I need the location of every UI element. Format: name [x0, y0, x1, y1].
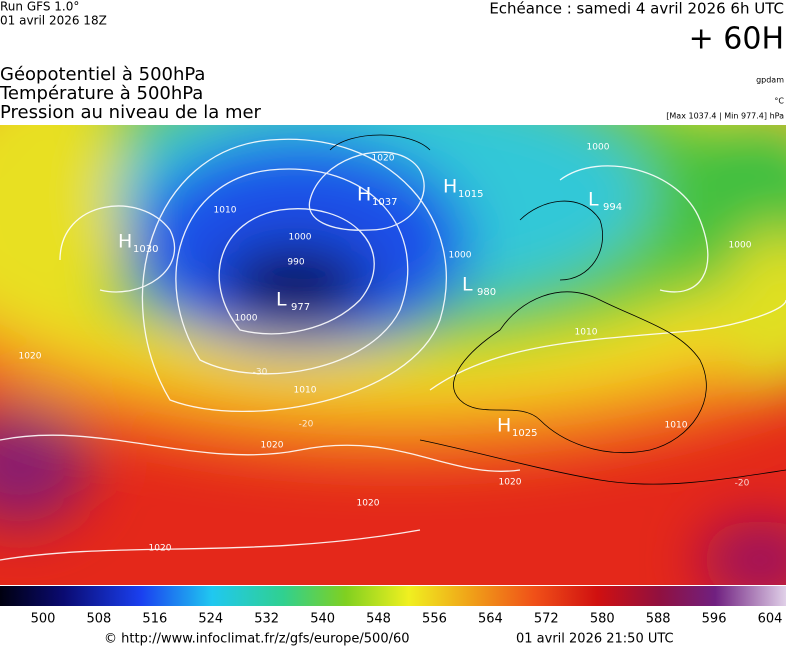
valid-time: Echéance : samedi 4 avril 2026 6h UTC: [489, 0, 784, 18]
unit-label: gpdam: [756, 76, 784, 85]
title: Pression au niveau de la mer: [0, 102, 262, 123]
colorbar-tick-label: 596: [702, 612, 727, 627]
unit-label: [Max 1037.4 | Min 977.4] hPa: [666, 112, 784, 121]
run-date: 01 avril 2026 18Z: [0, 14, 107, 28]
source-url: © http://www.infoclimat.fr/z/gfs/europe/…: [104, 632, 410, 647]
pressure-center-letter: H: [443, 176, 457, 198]
isobar-label: 1010: [575, 328, 598, 338]
pressure-center-value: 1015: [458, 189, 483, 200]
timestamp: 01 avril 2026 21:50 UTC: [516, 632, 674, 647]
isobar-label: 1020: [357, 499, 380, 509]
colorbar-tick-label: 532: [254, 612, 279, 627]
isobar-label: 1020: [372, 154, 395, 164]
colorbar: [0, 586, 786, 606]
title: Température à 500hPa: [0, 83, 203, 104]
title: Géopotentiel à 500hPa: [0, 64, 205, 85]
isobar-label: 1020: [499, 478, 522, 488]
map-field: [0, 125, 786, 585]
pressure-center-value: 1025: [512, 428, 537, 439]
pressure-center-letter: L: [462, 274, 473, 296]
isobar-label: 1010: [665, 421, 688, 431]
pressure-center-letter: L: [588, 189, 599, 211]
temperature-label: -20: [299, 420, 314, 430]
colorbar-tick-label: 548: [366, 612, 391, 627]
pressure-center-letter: L: [276, 289, 287, 311]
pressure-center-letter: H: [118, 231, 132, 253]
unit-label: °C: [774, 97, 784, 106]
isobar-label: 1000: [289, 233, 312, 243]
colorbar-tick-label: 524: [198, 612, 223, 627]
isobar-label: 1020: [19, 352, 42, 362]
isobar-label: 1000: [449, 251, 472, 261]
colorbar-tick-label: 556: [422, 612, 447, 627]
pressure-center-value: 1037: [372, 197, 397, 208]
isobar-label: 1010: [214, 206, 237, 216]
temperature-label: -20: [735, 479, 750, 489]
pressure-center-value: 980: [477, 287, 496, 298]
colorbar-tick-label: 508: [87, 612, 112, 627]
isobar-label: 1020: [261, 441, 284, 451]
pressure-center-letter: H: [357, 184, 371, 206]
isobar-label: 1000: [729, 241, 752, 251]
isobar-label: 1010: [294, 386, 317, 396]
colorbar-tick-label: 564: [478, 612, 503, 627]
colorbar-tick-label: 588: [646, 612, 671, 627]
colorbar-tick-label: 572: [534, 612, 559, 627]
temperature-label: -30: [253, 368, 268, 378]
colorbar-tick-label: 500: [31, 612, 56, 627]
isobar-label: 1000: [235, 314, 258, 324]
pressure-center-letter: H: [497, 415, 511, 437]
run-label: Run GFS 1.0°: [0, 0, 79, 14]
isobar-label: 990: [287, 258, 304, 268]
isobar-label: 1020: [149, 544, 172, 554]
isobar-label: 1000: [587, 143, 610, 153]
colorbar-tick-label: 604: [758, 612, 783, 627]
colorbar-tick-label: 516: [142, 612, 167, 627]
lead-time: + 60H: [689, 22, 784, 57]
pressure-center-value: 977: [291, 302, 310, 313]
pressure-center-value: 1030: [133, 244, 158, 255]
colorbar-tick-label: 580: [590, 612, 615, 627]
pressure-center-value: 994: [603, 202, 622, 213]
colorbar-tick-label: 540: [310, 612, 335, 627]
